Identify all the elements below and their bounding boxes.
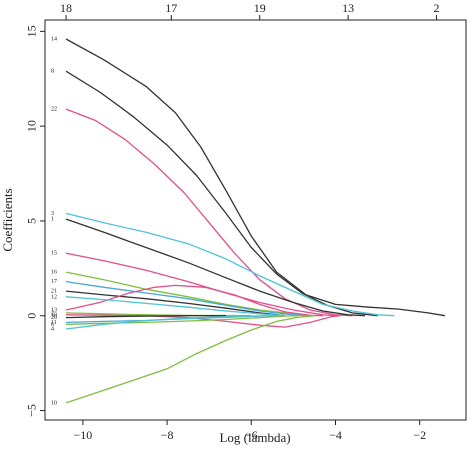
coefficient-path-12 [65,296,286,317]
coefficient-path-15 [65,252,336,317]
coefficient-path-16 [65,271,315,317]
y-tick-label: 0 [25,313,39,319]
coefficient-path-label: 15 [51,251,57,257]
x-axis-title: Log (lambda) [219,430,290,445]
coefficient-path-22 [65,108,353,317]
x-tick-label: −10 [73,428,92,442]
coefficient-path-label: 18 [51,312,57,318]
coefficient-path-1 [65,218,366,317]
coefficient-path-label: 6 [51,322,54,328]
coefficient-paths [65,38,446,404]
y-axis-title: Coefficients [0,188,15,251]
x-tick-label: −8 [161,428,174,442]
coefficient-path-14 [65,38,446,317]
coefficient-path-label: 14 [51,36,57,42]
coefficient-path-label: 20 [51,315,57,321]
coefficient-path-18 [65,314,340,328]
coefficient-path-label: 10 [51,400,57,406]
y-tick-label: 5 [25,218,39,224]
x-tick-label: −2 [413,428,426,442]
coefficient-path-label: 4 [51,327,54,333]
coefficient-path-21 [65,290,286,317]
coefficient-path-20 [65,315,226,319]
y-axis: −5 0 5 10 15 [25,25,45,417]
x-axis: −10 −8 −6 −4 −2 [73,420,426,442]
coefficient-path-label: 21 [51,289,57,295]
y-tick-label: 10 [25,120,39,132]
y-tick-label: −5 [25,404,39,417]
top-axis: 18 17 19 13 2 [60,1,440,20]
coefficient-path-label: 1 [51,217,54,223]
x-tick-label: −4 [329,428,342,442]
coefficient-path-3 [65,212,395,317]
x-tick-label: −6 [245,428,258,442]
coefficient-path-label: 17 [51,279,57,285]
coefficient-path-label: 13 [51,308,57,314]
top-tick-label: 2 [434,1,440,15]
coefficient-path-4 [65,315,277,330]
top-tick-label: 18 [60,1,72,15]
y-tick-label: 15 [25,25,39,37]
coefficient-path-label: 3 [51,211,54,217]
top-tick-label: 17 [165,1,177,15]
coefficient-path-label: 12 [51,294,57,300]
coefficient-path-2 [65,312,252,317]
coefficient-path-label: 22 [51,107,57,113]
coefficient-path-label: 11 [51,320,57,326]
coefficient-path-17 [65,280,311,317]
top-tick-label: 19 [254,1,266,15]
coefficient-path-label: 16 [51,270,57,276]
coefficient-path-13 [65,284,323,317]
plot-frame [44,19,467,421]
coefficient-path-8 [65,70,378,317]
top-tick-label: 13 [342,1,354,15]
coefficient-path-10 [65,315,315,404]
coefficient-path-label: 8 [51,69,54,75]
coefficient-path-label: 2 [51,310,54,316]
